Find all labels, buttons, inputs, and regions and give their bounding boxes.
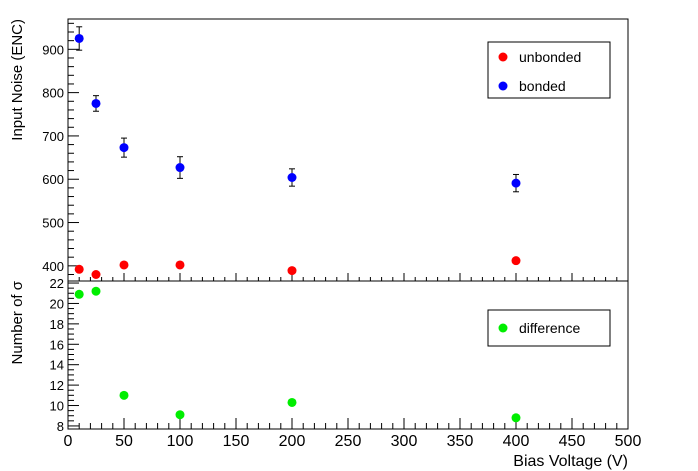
top-y-tick-label: 500	[42, 216, 64, 231]
top-point-unbonded	[175, 260, 185, 270]
bottom-y-tick-label: 14	[50, 358, 64, 373]
top-point-bonded	[175, 163, 185, 173]
top-panel: 400 500 600 700 800 900 Input Noise (ENC) unb…	[9, 18, 629, 282]
legend-marker-bonded	[498, 81, 508, 91]
x-tick-label: 350	[447, 433, 474, 450]
top-legend: unbonded bonded	[487, 41, 611, 99]
bottom-panel: 8 10 12 14 16 18 20 22 0 50 100 150 200 250 300 350 400…	[9, 276, 641, 470]
x-tick-label: 0	[64, 433, 73, 450]
bottom-legend: difference	[487, 309, 611, 347]
x-tick-label: 250	[335, 433, 362, 450]
top-y-tick-label: 400	[42, 259, 64, 274]
top-point-bonded	[287, 172, 297, 182]
bottom-x-axis: 0 50 100 150 200 250 300 350 400 450 500	[64, 418, 642, 450]
bottom-legend-box	[487, 309, 611, 347]
legend-marker-difference	[498, 323, 508, 333]
top-y-axis: 400 500 600 700 800 900	[42, 22, 79, 276]
top-y-tick-label: 600	[42, 172, 64, 187]
top-legend-box	[487, 41, 611, 99]
x-tick-label: 200	[279, 433, 306, 450]
bottom-y-tick-label: 18	[50, 317, 64, 332]
bottom-data-marks	[74, 286, 521, 423]
top-point-bonded	[91, 98, 101, 108]
bottom-y-tick-label: 12	[50, 378, 64, 393]
top-point-unbonded	[119, 260, 129, 270]
x-tick-label: 450	[559, 433, 586, 450]
x-tick-label: 500	[615, 433, 642, 450]
bottom-point-difference	[511, 413, 521, 423]
bottom-y-tick-label: 10	[50, 399, 64, 414]
bottom-y-tick-label: 20	[50, 296, 64, 311]
bottom-plot-frame	[67, 280, 629, 430]
top-point-unbonded	[74, 264, 84, 274]
top-y-tick-label: 800	[42, 86, 64, 101]
top-point-bonded	[74, 33, 84, 43]
bottom-y-tick-label: 8	[57, 419, 64, 434]
bottom-legend-entries: difference	[498, 320, 580, 336]
bottom-point-difference	[74, 289, 84, 299]
top-point-unbonded	[91, 270, 101, 280]
bottom-point-difference	[119, 390, 129, 400]
x-tick-label: 300	[391, 433, 418, 450]
bottom-point-difference	[175, 410, 185, 420]
legend-label-difference: difference	[519, 320, 580, 336]
x-tick-label: 100	[167, 433, 194, 450]
bottom-point-difference	[287, 397, 297, 407]
top-y-tick-label: 900	[42, 42, 64, 57]
x-axis-title: Bias Voltage (V)	[513, 453, 628, 470]
top-point-unbonded	[511, 256, 521, 266]
legend-label-bonded: bonded	[519, 78, 566, 94]
x-tick-label: 50	[115, 433, 133, 450]
top-legend-entries: unbonded bonded	[498, 49, 581, 94]
top-point-unbonded	[287, 266, 297, 276]
top-point-bonded	[511, 178, 521, 188]
bottom-y-tick-label: 16	[50, 337, 64, 352]
bottom-y-axis: 8 10 12 14 16 18 20 22	[50, 276, 79, 434]
top-x-axis-ticks	[67, 273, 629, 281]
bottom-point-difference	[91, 286, 101, 296]
top-data-marks	[74, 26, 521, 280]
x-tick-label: 400	[503, 433, 530, 450]
top-y-axis-title: Input Noise (ENC)	[9, 19, 26, 141]
bottom-y-axis-title: Number of σ	[9, 280, 26, 364]
x-tick-label: 150	[223, 433, 250, 450]
top-point-bonded	[119, 143, 129, 153]
legend-label-unbonded: unbonded	[519, 49, 581, 65]
top-y-tick-label: 700	[42, 129, 64, 144]
legend-marker-unbonded	[498, 52, 508, 62]
bottom-y-tick-label: 22	[50, 276, 64, 291]
